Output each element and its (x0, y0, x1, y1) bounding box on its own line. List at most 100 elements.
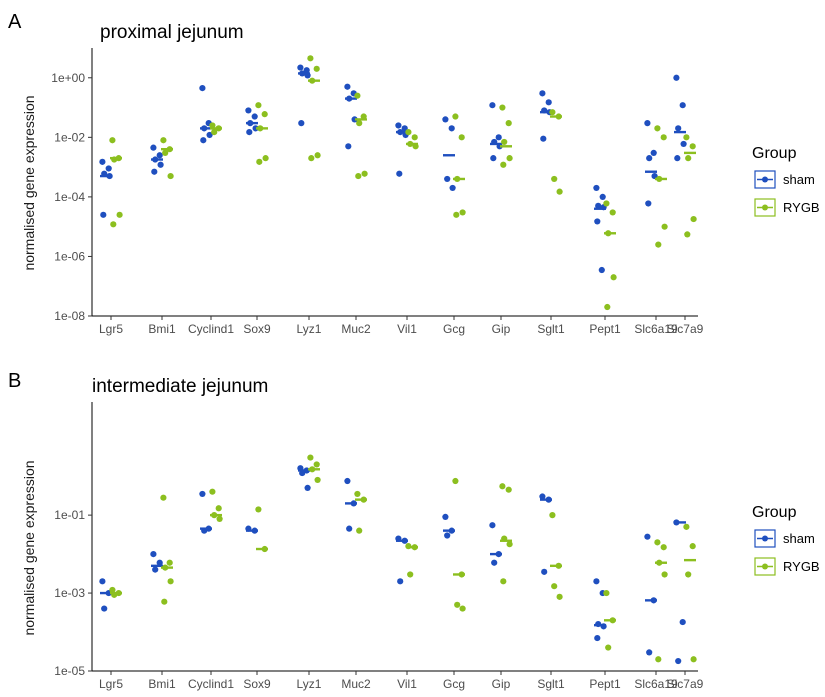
legend-label-sham: sham (783, 531, 815, 546)
x-tick-label-sox9: Sox9 (243, 322, 271, 336)
point-sham-gip (490, 155, 497, 162)
point-rygb-slc7a9 (683, 134, 690, 141)
legend-key-rygb (754, 198, 776, 217)
point-sham-lyz1 (297, 64, 304, 71)
point-sham-sglt1 (540, 135, 547, 142)
point-rygb-sglt1 (551, 175, 558, 183)
point-sham-gcg (444, 532, 451, 539)
point-sham-lgr5 (99, 158, 106, 165)
point-sham-pept1 (593, 184, 600, 192)
x-tick-label-gcg: Gcg (443, 677, 465, 691)
point-rygb-cyclind1 (216, 515, 223, 523)
x-tick-label-cyclind1: Cyclind1 (188, 322, 234, 336)
point-sham-lgr5 (100, 211, 107, 218)
point-rygb-bmi1 (160, 137, 167, 144)
x-tick-label-vil1: Vil1 (397, 322, 417, 336)
point-sham-gip (489, 102, 496, 109)
point-rygb-pept1 (603, 589, 610, 597)
point-rygb-lyz1 (307, 55, 314, 62)
point-rygb-gip (500, 161, 507, 168)
x-tick-label-vil1: Vil1 (397, 677, 417, 691)
point-rygb-sglt1 (556, 593, 563, 600)
y-axis-title: normalised gene expression (21, 95, 37, 270)
point-sham-sox9 (251, 113, 258, 120)
panel-letter: B (8, 370, 21, 392)
point-rygb-bmi1 (166, 559, 173, 566)
point-rygb-gcg (458, 134, 465, 141)
point-sham-slc6a19 (646, 155, 653, 162)
point-rygb-lgr5 (110, 221, 117, 228)
point-rygb-sglt1 (556, 188, 563, 195)
point-sham-vil1 (395, 122, 402, 129)
point-sham-gcg (448, 125, 455, 132)
point-sham-gip (491, 559, 498, 566)
legend-label-rygb: RYGB (783, 200, 820, 215)
point-sham-slc6a19 (646, 649, 653, 656)
point-rygb-slc7a9 (685, 571, 692, 578)
x-tick-label-lyz1: Lyz1 (297, 322, 322, 336)
point-rygb-lyz1 (307, 454, 314, 461)
point-sham-gcg (444, 175, 451, 183)
point-sham-muc2 (344, 477, 351, 485)
point-rygb-slc6a19 (655, 656, 662, 663)
point-rygb-pept1 (604, 303, 611, 311)
point-sham-gcg (449, 184, 456, 192)
point-rygb-sox9 (261, 111, 268, 118)
point-rygb-slc6a19 (655, 241, 662, 248)
point-rygb-lyz1 (313, 461, 320, 468)
panel-intermediate-jejunum: B intermediate jejunum normalised gene e… (8, 370, 820, 691)
point-sham-muc2 (345, 143, 352, 150)
point-rygb-gcg (452, 113, 459, 120)
x-tick-label-bmi1: Bmi1 (148, 677, 176, 691)
point-sham-sox9 (245, 107, 252, 114)
series-rygb (109, 454, 697, 663)
point-rygb-slc6a19 (660, 134, 667, 141)
x-tick-label-slc7a9: Slc7a9 (667, 677, 704, 691)
legend: Group sham RYGB (752, 145, 820, 217)
x-tick-label-muc2: Muc2 (341, 677, 371, 691)
point-sham-slc6a19 (645, 200, 652, 207)
point-rygb-cyclind1 (209, 488, 216, 495)
x-tick-label-lgr5: Lgr5 (99, 322, 123, 336)
y-tick-label: 1e-05 (54, 664, 85, 678)
x-tick-label-sox9: Sox9 (243, 677, 271, 691)
point-rygb-gip (500, 578, 507, 585)
legend-key-sham (754, 529, 776, 548)
point-sham-cyclind1 (199, 85, 206, 92)
point-sham-slc6a19 (650, 149, 657, 157)
point-sham-slc6a19 (651, 172, 658, 180)
point-rygb-slc7a9 (689, 143, 696, 150)
point-rygb-muc2 (355, 172, 362, 180)
point-sham-vil1 (397, 578, 404, 585)
point-sham-gcg (442, 513, 449, 521)
x-tick-label-pept1: Pept1 (589, 677, 621, 691)
point-sham-gcg (442, 116, 449, 123)
point-rygb-slc7a9 (689, 543, 696, 550)
legend-label-rygb: RYGB (783, 559, 820, 574)
point-rygb-gcg (452, 477, 459, 485)
point-sham-pept1 (594, 634, 601, 642)
point-sham-bmi1 (152, 566, 159, 573)
point-rygb-gip (501, 138, 508, 146)
legend-title: Group (752, 145, 797, 162)
panel-title: intermediate jejunum (92, 376, 268, 397)
y-tick-label: 1e-03 (54, 586, 85, 600)
point-rygb-lyz1 (314, 476, 321, 484)
point-rygb-gip (506, 541, 513, 548)
point-rygb-sox9 (255, 506, 262, 513)
point-rygb-pept1 (605, 644, 612, 651)
point-sham-sglt1 (539, 493, 546, 500)
point-sham-slc6a19 (644, 120, 651, 127)
point-sham-lgr5 (105, 165, 112, 172)
point-sham-lgr5 (101, 605, 108, 612)
point-rygb-pept1 (609, 209, 616, 216)
point-sham-muc2 (346, 525, 353, 532)
point-rygb-cyclind1 (215, 505, 222, 512)
series-sham (99, 465, 686, 665)
point-sham-cyclind1 (206, 131, 213, 139)
point-rygb-sox9 (262, 155, 269, 162)
point-rygb-lyz1 (308, 155, 315, 162)
point-sham-bmi1 (151, 168, 158, 175)
point-rygb-lgr5 (109, 586, 116, 594)
